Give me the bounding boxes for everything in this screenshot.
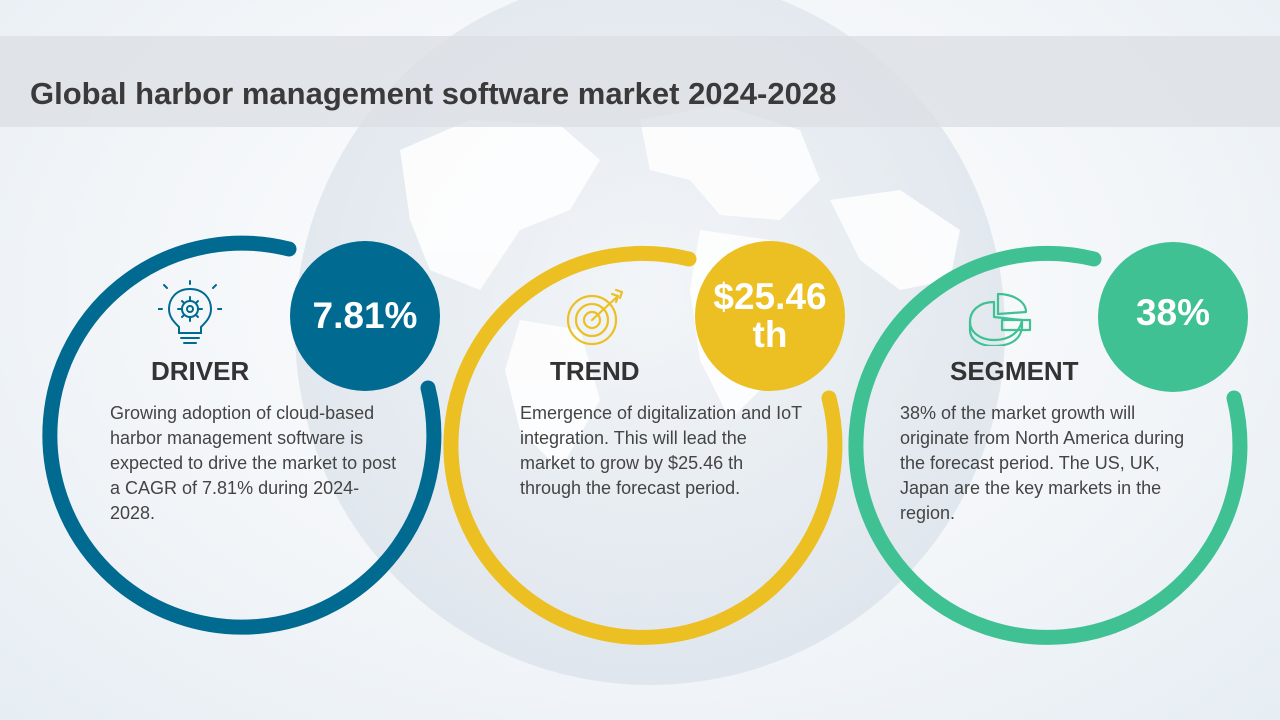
segment-value-badge: 38% <box>1098 242 1248 392</box>
lightbulb-gear-icon <box>158 280 222 344</box>
segment-label: SEGMENT <box>950 356 1079 386</box>
trend-label: TREND <box>550 356 640 386</box>
driver-value: 7.81% <box>312 295 418 336</box>
target-arrow-icon <box>566 288 624 346</box>
title-band <box>0 36 1280 127</box>
segment-description: 38% of the market growth will originate … <box>900 403 1185 523</box>
driver-value-badge: 7.81% <box>290 241 440 391</box>
segment-ring <box>848 245 1248 645</box>
trend-ring <box>443 245 843 645</box>
trend-value: $25.46 th <box>713 276 827 355</box>
driver-ring <box>42 235 442 635</box>
page-title: Global harbor management software market… <box>30 76 837 111</box>
trend-value-badge: $25.46 th <box>695 241 845 391</box>
driver-label: DRIVER <box>151 356 250 386</box>
driver-description: Growing adoption of cloud-based harbor m… <box>110 403 397 523</box>
pie-chart-icon <box>968 292 1032 346</box>
segment-value: 38% <box>1135 292 1211 333</box>
trend-description: Emergence of digitalization and IoT inte… <box>520 403 802 498</box>
